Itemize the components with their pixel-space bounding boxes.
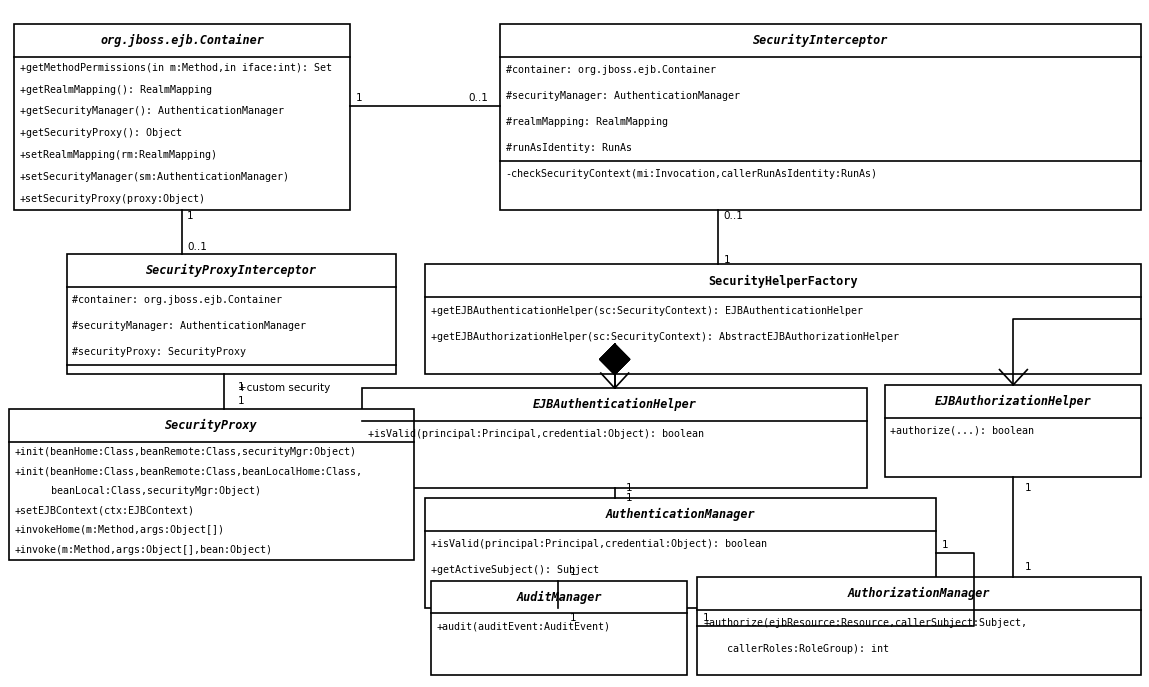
Text: 1: 1 (724, 255, 731, 264)
Bar (500, 24, 1141, 210)
Text: +setSecurityProxy(proxy:Object): +setSecurityProxy(proxy:Object) (20, 194, 206, 203)
Bar (431, 581, 687, 675)
Text: +isValid(principal:Principal,credential:Object): boolean: +isValid(principal:Principal,credential:… (431, 539, 766, 549)
Text: +init(beanHome:Class,beanRemote:Class,securityMgr:Object): +init(beanHome:Class,beanRemote:Class,se… (15, 447, 357, 457)
Bar (885, 385, 1141, 477)
Text: beanLocal:Class,securityMgr:Object): beanLocal:Class,securityMgr:Object) (15, 486, 261, 496)
Text: #securityManager: AuthenticationManager: #securityManager: AuthenticationManager (506, 91, 740, 101)
Text: #securityProxy: SecurityProxy: #securityProxy: SecurityProxy (72, 348, 246, 357)
Text: 0..1: 0..1 (187, 243, 207, 252)
Bar (9, 409, 414, 560)
Text: +setEJBContext(ctx:EJBContext): +setEJBContext(ctx:EJBContext) (15, 506, 195, 516)
Text: #runAsIdentity: RunAs: #runAsIdentity: RunAs (506, 144, 632, 153)
Text: +getSecurityProxy(): Object: +getSecurityProxy(): Object (20, 128, 182, 138)
Text: +getEJBAuthenticationHelper(sc:SecurityContext): EJBAuthenticationHelper: +getEJBAuthenticationHelper(sc:SecurityC… (431, 306, 863, 315)
Text: 1: 1 (238, 396, 245, 405)
Text: 0..1: 0..1 (469, 93, 488, 102)
Text: 1: 1 (942, 540, 949, 550)
Text: +audit(auditEvent:AuditEvent): +audit(auditEvent:AuditEvent) (437, 622, 610, 631)
Text: 1: 1 (1025, 562, 1032, 572)
Text: 1: 1 (570, 567, 577, 577)
Text: 1: 1 (626, 493, 633, 503)
Text: +init(beanHome:Class,beanRemote:Class,beanLocalHome:Class,: +init(beanHome:Class,beanRemote:Class,be… (15, 466, 363, 476)
Text: +setRealmMapping(rm:RealmMapping): +setRealmMapping(rm:RealmMapping) (20, 150, 217, 160)
Text: 0..1: 0..1 (724, 212, 743, 221)
Text: +getMethodPermissions(in m:Method,in iface:int): Set: +getMethodPermissions(in m:Method,in ifa… (20, 63, 332, 73)
Bar (67, 254, 396, 374)
Text: +authorize(ejbResource:Resource,callerSubject:Subject,: +authorize(ejbResource:Resource,callerSu… (703, 618, 1027, 628)
Text: callerRoles:RoleGroup): int: callerRoles:RoleGroup): int (703, 644, 889, 654)
Bar (697, 577, 1141, 675)
Text: org.jboss.ejb.Container: org.jboss.ejb.Container (100, 34, 264, 47)
Text: AuditManager: AuditManager (516, 590, 602, 604)
Text: SecurityProxy: SecurityProxy (165, 418, 257, 432)
Text: SecurityInterceptor: SecurityInterceptor (753, 34, 888, 47)
Bar (425, 498, 936, 608)
Bar (362, 388, 867, 488)
Text: +invoke(m:Method,args:Object[],bean:Object): +invoke(m:Method,args:Object[],bean:Obje… (15, 545, 273, 555)
Text: 1: 1 (626, 483, 633, 493)
Text: AuthorizationManager: AuthorizationManager (848, 587, 990, 600)
Text: +getEJBAuthorizationHelper(sc:SecurityContext): AbstractEJBAuthorizationHelper: +getEJBAuthorizationHelper(sc:SecurityCo… (431, 332, 899, 341)
Polygon shape (600, 344, 630, 374)
Text: SecurityHelperFactory: SecurityHelperFactory (708, 274, 858, 288)
Text: EJBAuthenticationHelper: EJBAuthenticationHelper (533, 398, 696, 412)
Text: SecurityProxyInterceptor: SecurityProxyInterceptor (146, 264, 317, 278)
Text: +getActiveSubject(): Subject: +getActiveSubject(): Subject (431, 565, 599, 575)
Polygon shape (600, 344, 630, 374)
Text: #securityManager: AuthenticationManager: #securityManager: AuthenticationManager (72, 322, 307, 331)
Text: AuthenticationManager: AuthenticationManager (606, 508, 756, 521)
Text: +custom security: +custom security (238, 383, 330, 393)
Text: #container: org.jboss.ejb.Container: #container: org.jboss.ejb.Container (506, 65, 716, 75)
Text: 1: 1 (703, 613, 710, 622)
Text: +getRealmMapping(): RealmMapping: +getRealmMapping(): RealmMapping (20, 85, 211, 95)
Text: #realmMapping: RealmMapping: #realmMapping: RealmMapping (506, 117, 668, 127)
Text: 1: 1 (238, 382, 245, 392)
Text: #container: org.jboss.ejb.Container: #container: org.jboss.ejb.Container (72, 295, 283, 305)
Text: +authorize(...): boolean: +authorize(...): boolean (890, 426, 1034, 436)
Bar (14, 24, 350, 210)
Bar (425, 264, 1141, 374)
Text: +isValid(principal:Principal,credential:Object): boolean: +isValid(principal:Principal,credential:… (368, 429, 703, 439)
Text: +invokeHome(m:Method,args:Object[]): +invokeHome(m:Method,args:Object[]) (15, 526, 225, 535)
Text: 1: 1 (187, 212, 194, 221)
Text: +getSecurityManager(): AuthenticationManager: +getSecurityManager(): AuthenticationMan… (20, 106, 284, 117)
Text: EJBAuthorizationHelper: EJBAuthorizationHelper (934, 394, 1092, 408)
Text: 1: 1 (1025, 483, 1032, 493)
Text: -checkSecurityContext(mi:Invocation,callerRunAsIdentity:RunAs): -checkSecurityContext(mi:Invocation,call… (506, 170, 878, 179)
Text: +setSecurityManager(sm:AuthenticationManager): +setSecurityManager(sm:AuthenticationMan… (20, 172, 290, 182)
Text: 1: 1 (356, 93, 363, 102)
Text: 1: 1 (570, 613, 577, 623)
